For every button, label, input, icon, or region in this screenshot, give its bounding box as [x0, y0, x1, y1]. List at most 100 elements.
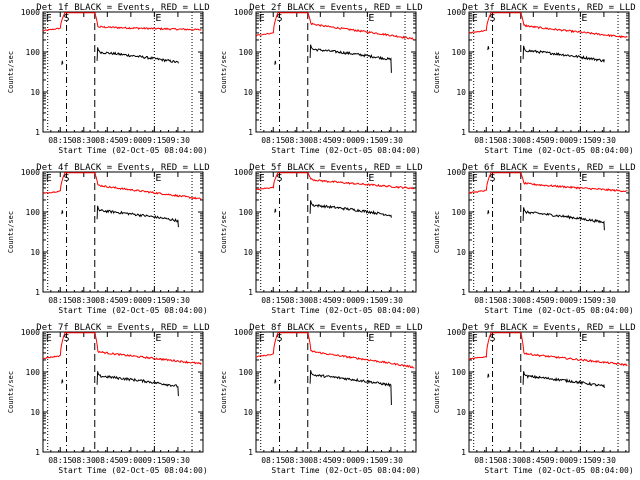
y-tick-label: 10: [30, 408, 40, 417]
series-events-pre: [487, 46, 490, 51]
y-tick-label: 1000: [21, 8, 40, 17]
panel-title: Det 7f BLACK = Events, RED = LLD: [36, 323, 209, 333]
plot-frame: [255, 11, 417, 133]
x-tick-label: 08:30: [285, 296, 309, 305]
marker-label-right: E: [368, 173, 374, 184]
series-events-pre: [487, 210, 490, 215]
y-tick-label: 1000: [21, 328, 40, 337]
x-tick-label: 08:45: [521, 456, 545, 465]
plot-frame: [468, 171, 630, 293]
x-tick-label: 09:15: [142, 456, 166, 465]
x-tick-label: 09:30: [166, 456, 190, 465]
x-tick-label: 09:00: [332, 296, 356, 305]
series-events-line: [522, 45, 605, 63]
series-lld-line: [255, 12, 415, 41]
panel-title: Det 1f BLACK = Events, RED = LLD: [36, 3, 209, 13]
marker-label-right: E: [155, 13, 161, 24]
y-axis-label: Counts/sec: [7, 51, 15, 93]
x-tick-label: 09:15: [568, 136, 592, 145]
series-lld-line: [468, 12, 628, 39]
series-events-pre: [61, 60, 64, 65]
x-tick-label: 09:30: [379, 136, 403, 145]
y-tick-label: 1: [461, 128, 466, 137]
marker-label-left: E: [46, 333, 52, 344]
x-axis-label: Start Time (02-Oct-05 08:04:00): [271, 146, 420, 155]
y-tick-label: 1000: [234, 328, 253, 337]
x-tick-label: 09:00: [545, 456, 569, 465]
y-tick-label: 1000: [447, 168, 466, 177]
x-tick-label: 08:45: [95, 136, 119, 145]
series-events-line: [309, 370, 392, 406]
y-tick-label: 100: [26, 368, 41, 377]
x-tick-label: 08:45: [308, 136, 332, 145]
series-lld-line: [42, 172, 202, 200]
marker-label-left: E: [46, 13, 52, 24]
marker-label-second: S: [490, 173, 496, 184]
x-tick-label: 08:30: [72, 456, 96, 465]
x-tick-label: 08:30: [285, 456, 309, 465]
y-tick-label: 100: [239, 368, 254, 377]
x-tick-label: 09:15: [142, 136, 166, 145]
x-tick-label: 08:15: [48, 136, 72, 145]
y-tick-label: 10: [30, 88, 40, 97]
plot-frame: [468, 331, 630, 453]
marker-label-second: S: [64, 173, 70, 184]
plot-frame: [42, 331, 204, 453]
y-tick-label: 1: [248, 448, 253, 457]
x-tick-label: 08:15: [474, 456, 498, 465]
series-lld-line: [468, 332, 628, 367]
x-tick-label: 09:30: [592, 136, 616, 145]
y-tick-label: 10: [456, 408, 466, 417]
y-tick-label: 1: [35, 128, 40, 137]
series-events-pre: [61, 379, 64, 384]
x-tick-label: 08:45: [308, 456, 332, 465]
y-tick-label: 100: [239, 208, 254, 217]
y-tick-label: 1000: [447, 328, 466, 337]
y-axis-label: Counts/sec: [433, 371, 441, 413]
y-tick-label: 1: [461, 448, 466, 457]
marker-label-left: E: [472, 333, 478, 344]
marker-label-second: S: [277, 13, 283, 24]
x-tick-label: 09:15: [568, 296, 592, 305]
x-tick-label: 09:30: [379, 296, 403, 305]
panel-title: Det 2f BLACK = Events, RED = LLD: [249, 3, 422, 13]
series-events-pre: [274, 379, 277, 384]
y-tick-label: 10: [456, 88, 466, 97]
x-tick-label: 09:00: [119, 296, 143, 305]
series-events-line: [522, 207, 605, 231]
panel-title: Det 3f BLACK = Events, RED = LLD: [462, 3, 635, 13]
plot-frame: [468, 11, 630, 133]
panel-title: Det 9f BLACK = Events, RED = LLD: [462, 323, 635, 333]
panel-7: Det 7f BLACK = Events, RED = LLD 1 10 100 10…: [7, 323, 210, 475]
plot-frame: [255, 171, 417, 293]
y-axis-label: Counts/sec: [7, 211, 15, 253]
y-tick-label: 10: [456, 248, 466, 257]
x-tick-label: 08:15: [48, 456, 72, 465]
y-axis-label: Counts/sec: [220, 371, 228, 413]
y-tick-label: 1000: [447, 8, 466, 17]
x-tick-label: 08:15: [474, 296, 498, 305]
marker-label-left: E: [46, 173, 52, 184]
y-axis-label: Counts/sec: [433, 211, 441, 253]
plot-frame: [255, 331, 417, 453]
x-tick-label: 08:30: [72, 296, 96, 305]
series-events-pre: [61, 210, 64, 215]
x-tick-label: 08:45: [95, 456, 119, 465]
y-tick-label: 100: [452, 208, 467, 217]
y-axis-label: Counts/sec: [7, 371, 15, 413]
y-tick-label: 100: [26, 208, 41, 217]
panel-4: Det 4f BLACK = Events, RED = LLD 1 10 100 10…: [7, 163, 210, 315]
marker-label-second: S: [64, 13, 70, 24]
x-tick-label: 09:00: [332, 456, 356, 465]
x-tick-label: 09:15: [355, 136, 379, 145]
panel-5: Det 5f BLACK = Events, RED = LLD 1 10 100 10…: [220, 163, 423, 315]
series-lld-line: [255, 332, 415, 369]
y-axis-label: Counts/sec: [220, 211, 228, 253]
x-tick-label: 09:30: [379, 456, 403, 465]
x-axis-label: Start Time (02-Oct-05 08:04:00): [484, 306, 633, 315]
x-axis-label: Start Time (02-Oct-05 08:04:00): [484, 466, 633, 475]
x-axis-label: Start Time (02-Oct-05 08:04:00): [271, 466, 420, 475]
x-tick-label: 09:30: [166, 296, 190, 305]
x-tick-label: 09:00: [545, 296, 569, 305]
plot-frame: [42, 11, 204, 133]
